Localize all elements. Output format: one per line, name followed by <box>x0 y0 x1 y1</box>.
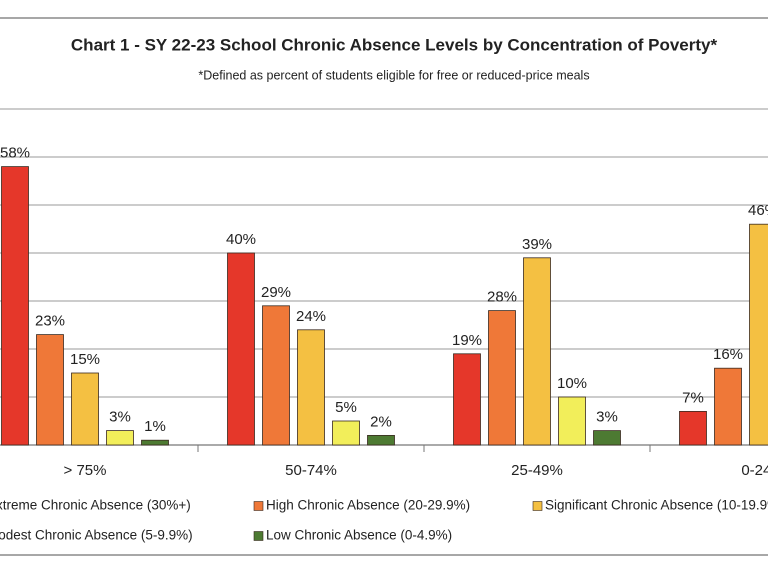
bar <box>262 305 290 446</box>
legend-label: High Chronic Absence (20-29.9%) <box>266 498 470 513</box>
value-label: 58% <box>0 145 30 162</box>
legend-label: Significant Chronic Absence (10-19.9%) <box>545 498 768 513</box>
value-label: 29% <box>261 284 291 301</box>
bar <box>227 252 255 446</box>
bar <box>488 310 516 446</box>
value-label: 10% <box>557 375 587 392</box>
value-label: 7% <box>682 389 704 406</box>
bar <box>141 439 169 446</box>
bar <box>523 257 551 446</box>
value-label: 15% <box>70 351 100 368</box>
legend-label: Modest Chronic Absence (5-9.9%) <box>0 528 193 543</box>
value-label: 19% <box>452 332 482 349</box>
value-label: 1% <box>144 418 166 435</box>
legend-swatch <box>532 501 543 511</box>
value-label: 5% <box>335 399 357 416</box>
value-label: 46% <box>748 202 768 219</box>
bar <box>453 353 481 446</box>
legend-label: Extreme Chronic Absence (30%+) <box>0 498 191 513</box>
value-label: 24% <box>296 308 326 325</box>
bar <box>367 434 395 446</box>
bar <box>558 396 586 446</box>
value-label: 28% <box>487 289 517 306</box>
bar <box>749 223 768 446</box>
bar <box>71 372 99 446</box>
bar <box>106 430 134 446</box>
value-label: 3% <box>109 409 131 426</box>
value-label: 23% <box>35 313 65 330</box>
x-tick-label: > 75% <box>64 462 107 479</box>
bar <box>36 334 64 446</box>
bar <box>1 166 29 446</box>
bar <box>332 420 360 446</box>
value-label: 40% <box>226 231 256 248</box>
chart-frame <box>0 17 768 556</box>
chart-title: Chart 1 - SY 22-23 School Chronic Absenc… <box>71 35 718 54</box>
value-label: 2% <box>370 413 392 430</box>
bar <box>593 430 621 446</box>
bar <box>297 329 325 446</box>
x-tick-label: 0-24% <box>741 462 768 479</box>
legend-swatch <box>253 531 264 541</box>
x-tick-label: 50-74% <box>285 462 337 479</box>
value-label: 3% <box>596 409 618 426</box>
value-label: 16% <box>713 346 743 363</box>
bar <box>679 410 707 446</box>
legend-swatch <box>253 501 264 511</box>
legend-label: Low Chronic Absence (0-4.9%) <box>266 528 452 543</box>
value-label: 39% <box>522 236 552 253</box>
bar <box>714 367 742 446</box>
x-tick-label: 25-49% <box>511 462 563 479</box>
chart-subtitle: *Defined as percent of students eligible… <box>198 68 589 82</box>
